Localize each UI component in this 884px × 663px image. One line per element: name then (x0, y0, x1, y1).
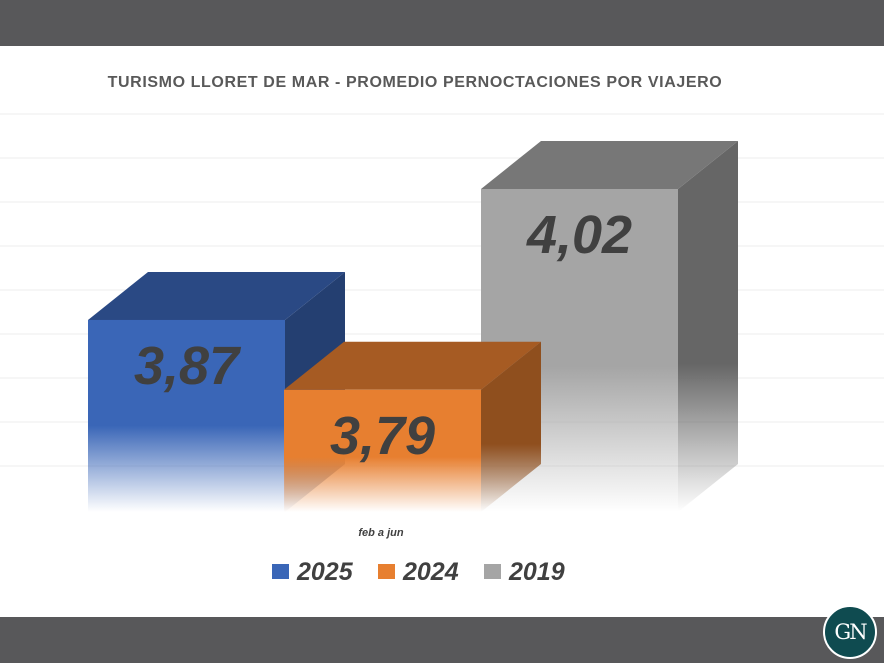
legend-item-2025: 2025 (272, 558, 354, 586)
data-label-2025: 3,87 (134, 336, 242, 396)
legend-label: 2025 (296, 558, 354, 586)
legend-label: 2019 (508, 558, 565, 586)
legend-label: 2024 (402, 558, 459, 586)
bar-top-2025 (88, 271, 345, 320)
bar-front-2025 (88, 319, 285, 512)
gn-logo: GN (823, 605, 877, 659)
bar-front-2024 (284, 389, 481, 512)
chart-title: TURISMO LLORET DE MAR - PROMEDIO PERNOCT… (107, 74, 723, 91)
legend-swatch (272, 564, 289, 579)
bar-top-2019 (481, 141, 738, 189)
data-label-2019: 4,02 (526, 205, 632, 265)
legend-swatch (378, 564, 395, 579)
bar-side-2019 (678, 141, 738, 512)
bar-side-2024 (481, 341, 541, 512)
bar-2024 (284, 341, 541, 512)
x-tick-label: feb a jun (358, 527, 404, 539)
legend-swatch (484, 564, 501, 579)
legend-item-2019: 2019 (484, 558, 565, 586)
data-label-2024: 3,79 (330, 406, 435, 466)
legend-item-2024: 2024 (378, 558, 459, 586)
bar-top-2024 (284, 341, 541, 390)
logo-text: GN (834, 620, 867, 644)
